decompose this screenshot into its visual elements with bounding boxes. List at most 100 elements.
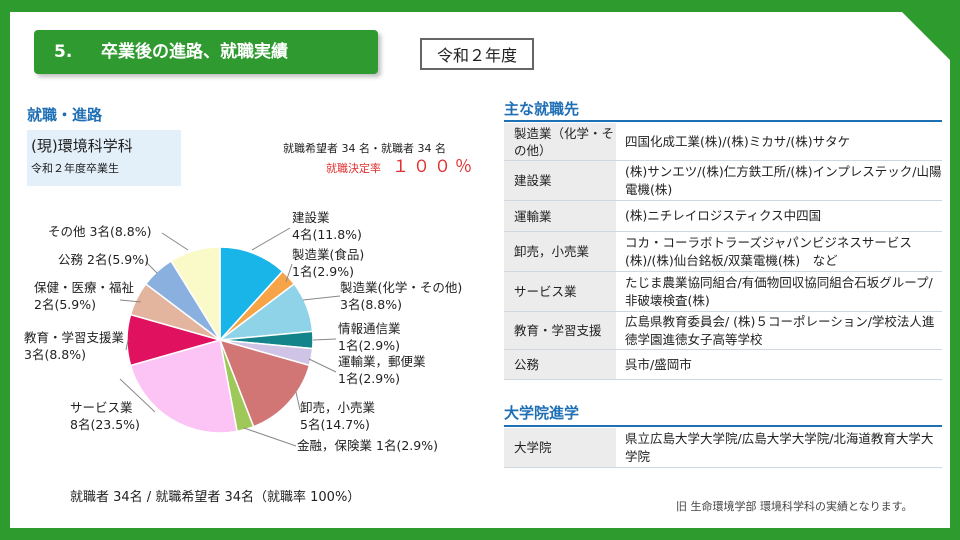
pie-label: 運輸業，郵便業 1名(2.9%) xyxy=(338,353,426,387)
pie-slice xyxy=(129,282,221,341)
department-box xyxy=(27,130,181,186)
pie-label: 製造業(食品) 1名(2.9%) xyxy=(292,246,364,280)
pie-slice xyxy=(219,339,314,367)
pie-slice xyxy=(219,330,314,350)
slice-name: 公務 xyxy=(58,252,84,267)
row-category: 大学院 xyxy=(504,428,616,467)
row-value: (株)ニチレイロジスティクス中四国 xyxy=(625,208,822,223)
slice-value: 1名(2.9%) xyxy=(292,264,354,279)
slice-value: 4名(11.8%) xyxy=(292,227,362,242)
slice-value: 2名(5.9%) xyxy=(87,252,149,267)
row-category: 卸売，小売業 xyxy=(504,232,616,271)
section-title: 卒業後の進路、就職実績 xyxy=(101,42,288,62)
row-value: たじま農業協同組合/有価物回収協同組合石坂グループ/非破壊検査(株) xyxy=(625,274,933,308)
pie-slice xyxy=(218,338,311,428)
slice-name: 教育・学習支援業 xyxy=(24,330,125,345)
leader-line xyxy=(308,358,337,373)
slice-value: 1名(2.9%) xyxy=(376,438,438,453)
slice-name: 保健・医療・福祉 xyxy=(34,280,135,295)
pie-slice xyxy=(144,259,221,341)
frame-right xyxy=(950,0,960,540)
row-category: 運輸業 xyxy=(504,201,616,231)
slice-name: 運輸業，郵便業 xyxy=(338,354,426,369)
section-title-box: 5. 卒業後の進路、就職実績 xyxy=(34,30,378,74)
pie-slice xyxy=(170,246,221,343)
leader-line xyxy=(161,232,189,251)
pie-slice xyxy=(219,246,284,342)
slice-value: 3名(8.8%) xyxy=(340,297,402,312)
slice-name: 建設業 xyxy=(292,210,330,225)
row-value: 県立広島大学大学院/広島大学大学院/北海道教育大学大学院 xyxy=(625,430,934,464)
frame-top xyxy=(0,0,960,12)
pie-label: 建設業 4名(11.8%) xyxy=(292,209,362,243)
pie-slice xyxy=(219,270,296,341)
table-row: 建設業 (株)サンエツ/(株)仁方鉄工所/(株)インプレステック/山陽電機(株) xyxy=(504,161,942,201)
slice-value: 3名(8.8%) xyxy=(24,347,86,362)
slice-value: 1名(2.9%) xyxy=(338,338,400,353)
slice-name: 情報通信業 xyxy=(338,321,401,336)
employers-heading-rule xyxy=(504,120,942,122)
pie-slice xyxy=(217,282,314,341)
table-row: 大学院 県立広島大学大学院/広島大学大学院/北海道教育大学大学院 xyxy=(504,428,942,468)
table-row: 卸売，小売業 コカ・コーラボトラーズジャパンビジネスサービス(株)/(株)仙台銘… xyxy=(504,232,942,272)
pie-slice xyxy=(126,313,223,367)
row-value: 呉市/盛岡市 xyxy=(625,356,692,372)
row-category: 公務 xyxy=(504,350,616,379)
frame-left xyxy=(0,0,10,540)
table-row: 運輸業 (株)ニチレイロジスティクス中四国 xyxy=(504,201,942,232)
employment-summary: 就職者 34名 / 就職希望者 34名（就職率 100%） xyxy=(70,490,361,505)
graduation-year: 令和２年度卒業生 xyxy=(31,162,119,175)
row-value: 広島県教育委員会/ (株)５コーポレーション/学校法人進徳学園進徳女子高等学校 xyxy=(625,313,935,347)
table-row: 公務 呉市/盛岡市 xyxy=(504,350,942,380)
row-category: 教育・学習支援 xyxy=(504,312,616,349)
row-value: (株)サンエツ/(株)仁方鉄工所/(株)インプレステック/山陽電機(株) xyxy=(625,163,942,197)
section-number: 5. xyxy=(54,42,73,62)
grad-school-heading: 大学院進学 xyxy=(504,404,580,422)
hopeful-count: 就職希望者 34 名・就職者 34 名 xyxy=(283,142,446,155)
row-category: サービス業 xyxy=(504,272,616,311)
slice-value: 8名(23.5%) xyxy=(70,417,140,432)
decision-rate-label: 就職決定率 xyxy=(326,162,381,175)
year-badge: 令和２年度 xyxy=(420,38,534,70)
leader-line xyxy=(312,338,337,341)
pie-label: 情報通信業 1名(2.9%) xyxy=(338,320,401,354)
pie-label: 卸売，小売業 5名(14.7%) xyxy=(300,399,375,433)
employers-heading: 主な就職先 xyxy=(504,100,580,118)
slice-name: 卸売，小売業 xyxy=(300,400,376,415)
corner-triangle xyxy=(890,0,960,70)
slice-value: 5名(14.7%) xyxy=(300,417,370,432)
career-heading: 就職・進路 xyxy=(27,106,103,124)
pie-label: 保健・医療・福祉 2名(5.9%) xyxy=(34,279,134,313)
leader-line xyxy=(251,227,291,251)
slice-name: その他 xyxy=(48,224,86,239)
pie-slice xyxy=(129,339,238,434)
slice-value: 3名(8.8%) xyxy=(89,224,152,239)
leader-line xyxy=(125,339,129,351)
slice-value: 1名(2.9%) xyxy=(338,371,400,386)
grad-school-heading-rule xyxy=(504,425,942,427)
pie-label: 公務 2名(5.9%) xyxy=(58,251,149,268)
table-row: 製造業（化学・その他） 四国化成工業(株)/(株)ミカサ/(株)サタケ xyxy=(504,123,942,161)
footnote: 旧 生命環境学部 環境科学科の実績となります。 xyxy=(676,500,913,513)
table-row: サービス業 たじま農業協同組合/有価物回収協同組合石坂グループ/非破壊検査(株) xyxy=(504,272,942,312)
slice-name: 金融，保険業 xyxy=(297,438,373,453)
slice-name: サービス業 xyxy=(70,400,133,415)
pie-label: その他 3名(8.8%) xyxy=(48,223,151,240)
pie-label: 製造業(化学・その他) 3名(8.8%) xyxy=(340,279,462,313)
slice-value: 2名(5.9%) xyxy=(34,297,96,312)
department-name: (現)環境科学科 xyxy=(31,137,133,155)
row-category: 製造業（化学・その他） xyxy=(504,123,616,160)
table-row: 教育・学習支援 広島県教育委員会/ (株)５コーポレーション/学校法人進徳学園進… xyxy=(504,312,942,350)
frame-bottom xyxy=(0,528,960,540)
slice-name: 製造業(化学・その他) xyxy=(340,280,463,295)
employers-panel: 主な就職先 製造業（化学・その他） 四国化成工業(株)/(株)ミカサ/(株)サタ… xyxy=(504,96,944,472)
row-value: 四国化成工業(株)/(株)ミカサ/(株)サタケ xyxy=(625,133,851,149)
pie-label: 教育・学習支援業 3名(8.8%) xyxy=(24,329,124,363)
slice-name: 製造業(食品) xyxy=(292,247,365,262)
leader-line xyxy=(243,427,297,447)
decision-rate-value: １００％ xyxy=(392,157,476,177)
row-value: コカ・コーラボトラーズジャパンビジネスサービス(株)/(株)仙台銘板/双葉電機(… xyxy=(625,234,912,268)
pie-slice xyxy=(219,339,255,433)
row-category: 建設業 xyxy=(504,161,616,200)
pie-label: 金融，保険業 1名(2.9%) xyxy=(297,437,438,454)
